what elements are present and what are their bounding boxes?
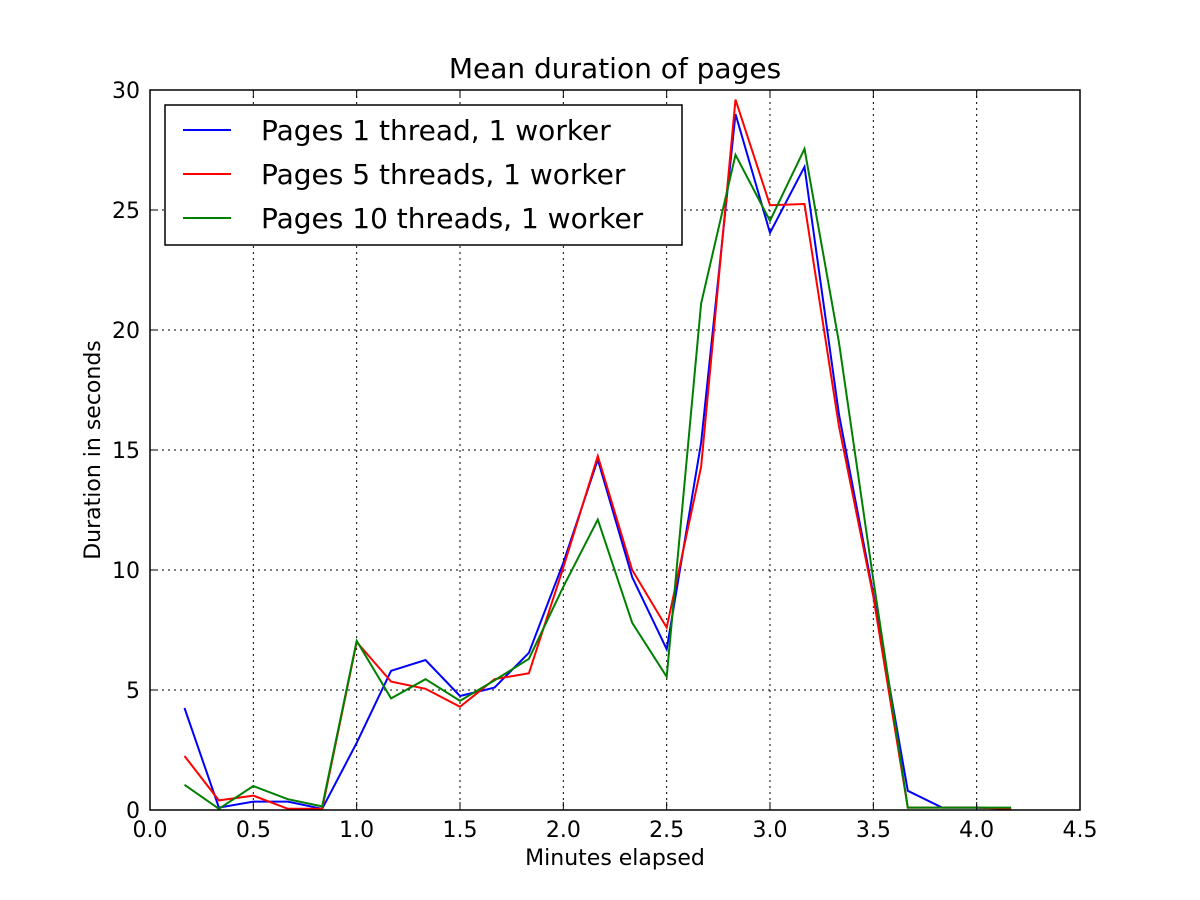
series-line-2	[183, 99, 1012, 810]
x-tick-label: 1.0	[339, 818, 374, 843]
x-tick-label: 3.0	[753, 818, 788, 843]
x-tick-label: 4.5	[1063, 818, 1098, 843]
legend-label-3: Pages 10 threads, 1 worker	[261, 202, 644, 235]
y-tick-label: 0	[126, 799, 140, 824]
axis-ticks	[149, 89, 1081, 811]
x-axis-label: Minutes elapsed	[525, 846, 705, 871]
legend-label-2: Pages 5 threads, 1 worker	[261, 158, 626, 191]
x-tick-label: 4.0	[959, 818, 994, 843]
x-tick-label: 0.0	[133, 818, 168, 843]
legend: Pages 1 thread, 1 worker Pages 5 threads,…	[164, 104, 683, 246]
y-tick-label: 30	[112, 79, 140, 104]
x-tick-label: 1.5	[443, 818, 478, 843]
x-tick-labels: 0.0 0.5 1.0 1.5 2.0 2.5 3.0 3.5 4.0 4.5	[133, 818, 1098, 843]
x-tick-label: 2.0	[546, 818, 581, 843]
series-line-3	[183, 145, 1012, 811]
y-tick-label: 5	[126, 679, 140, 704]
y-tick-label: 10	[112, 559, 140, 584]
y-axis-label: Duration in seconds	[81, 340, 106, 560]
y-tick-labels: 0 5 10 15 20 25 30	[112, 79, 140, 824]
chart-title: Mean duration of pages	[449, 52, 781, 85]
x-tick-label: 3.5	[856, 818, 891, 843]
legend-box	[164, 104, 683, 246]
y-tick-label: 15	[112, 439, 140, 464]
x-tick-label: 2.5	[649, 818, 684, 843]
x-tick-label: 0.5	[236, 818, 271, 843]
y-tick-label: 25	[112, 199, 140, 224]
series-lines	[183, 99, 1012, 811]
y-tick-label: 20	[112, 319, 140, 344]
legend-label-1: Pages 1 thread, 1 worker	[261, 114, 611, 147]
